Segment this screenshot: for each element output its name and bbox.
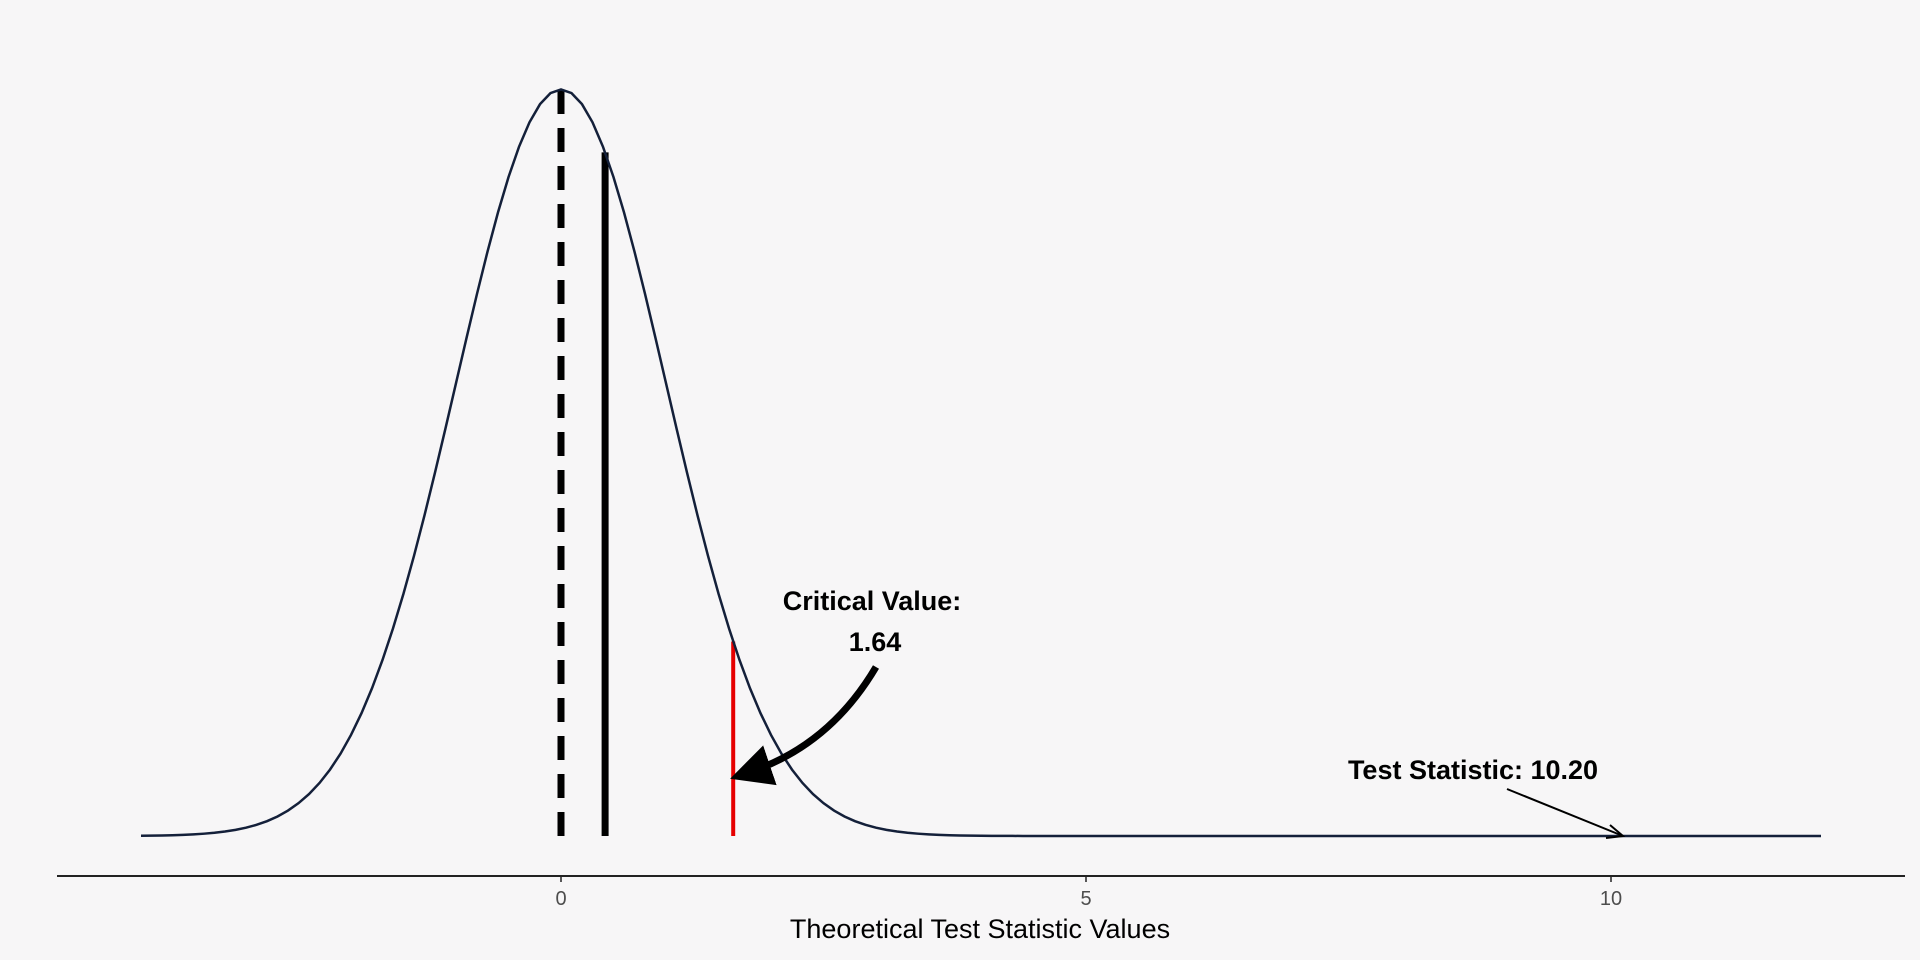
- reference-lines: [557, 89, 736, 836]
- density-curve: [140, 88, 1821, 838]
- x-tick-label: 0: [555, 888, 566, 910]
- critical-value-label: Critical Value:: [783, 586, 962, 616]
- x-tick-label: 10: [1600, 888, 1622, 910]
- critical-value-number: 1.64: [849, 627, 902, 657]
- x-axis-title: Theoretical Test Statistic Values: [790, 914, 1170, 944]
- x-tick-label: 5: [1080, 888, 1091, 910]
- critical-value-arrow: [730, 665, 880, 786]
- x-axis-ticks: 0 5 10: [555, 876, 1622, 910]
- test-statistic-arrow: [1506, 788, 1626, 839]
- test-statistic-label: Test Statistic: 10.20: [1348, 755, 1598, 785]
